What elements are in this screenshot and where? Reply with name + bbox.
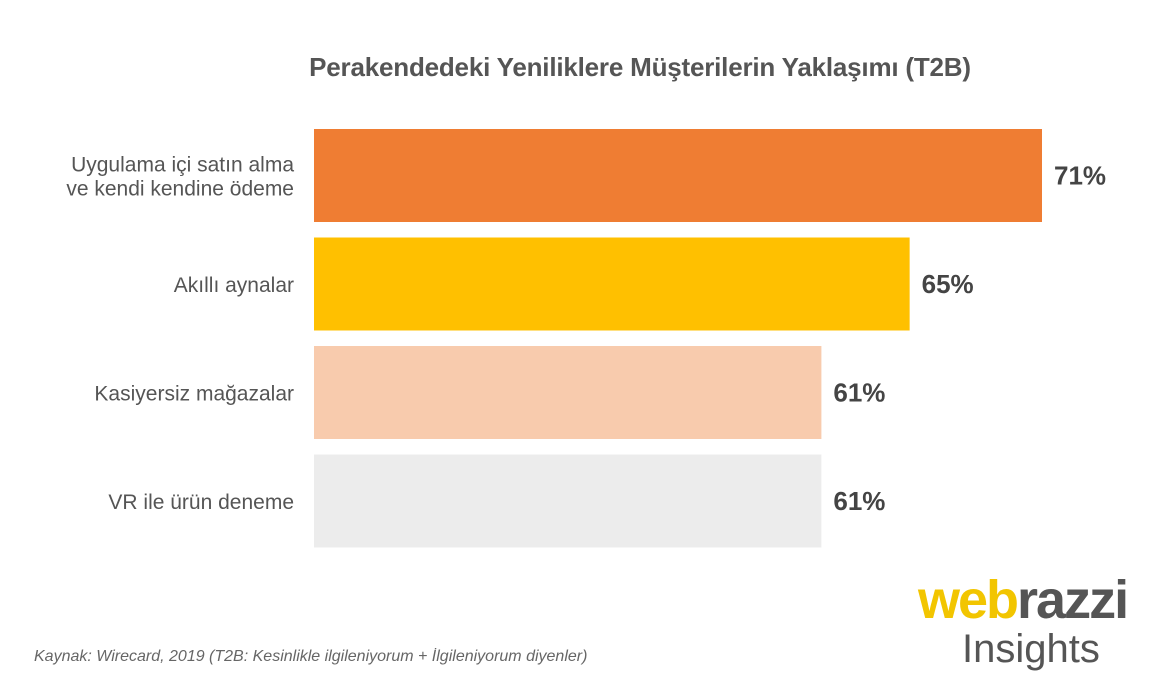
bar-2 bbox=[314, 237, 910, 331]
category-label-2: Akıllı aynalar bbox=[174, 274, 294, 297]
source-note: Kaynak: Wirecard, 2019 (T2B: Kesinlikle … bbox=[34, 648, 588, 665]
logo-web: web bbox=[918, 570, 1019, 630]
bar-4 bbox=[314, 454, 822, 548]
logo-wordmark: webrazzi bbox=[918, 572, 1148, 628]
category-label-3: Kasiyersiz mağazalar bbox=[94, 383, 294, 406]
bar-3 bbox=[314, 346, 822, 439]
logo-razzi: razzi bbox=[1017, 570, 1129, 630]
category-label-line: VR ile ürün deneme bbox=[108, 491, 294, 514]
webrazzi-insights-logo: webrazzi Insights bbox=[918, 572, 1148, 670]
category-label-1: Uygulama içi satın alma ve kendi kendine … bbox=[66, 154, 294, 201]
category-label-line: Kasiyersiz mağazalar bbox=[94, 383, 294, 406]
logo-subtitle: Insights bbox=[962, 627, 1100, 671]
bar-value-label-1: 71% bbox=[1054, 161, 1106, 191]
bar-value-label-4: 61% bbox=[833, 486, 885, 516]
bar-value-label-2: 65% bbox=[922, 269, 974, 299]
category-label-line: ve kendi kendine ödeme bbox=[66, 178, 294, 201]
bar-value-label-3: 61% bbox=[833, 378, 885, 408]
bar-1 bbox=[314, 129, 1042, 222]
category-label-line: Akıllı aynalar bbox=[174, 274, 294, 297]
category-label-line: Uygulama içi satın alma bbox=[71, 154, 294, 177]
chart-title: Perakendedeki Yeniliklere Müşterilerin Y… bbox=[309, 52, 971, 82]
category-label-4: VR ile ürün deneme bbox=[108, 491, 294, 514]
